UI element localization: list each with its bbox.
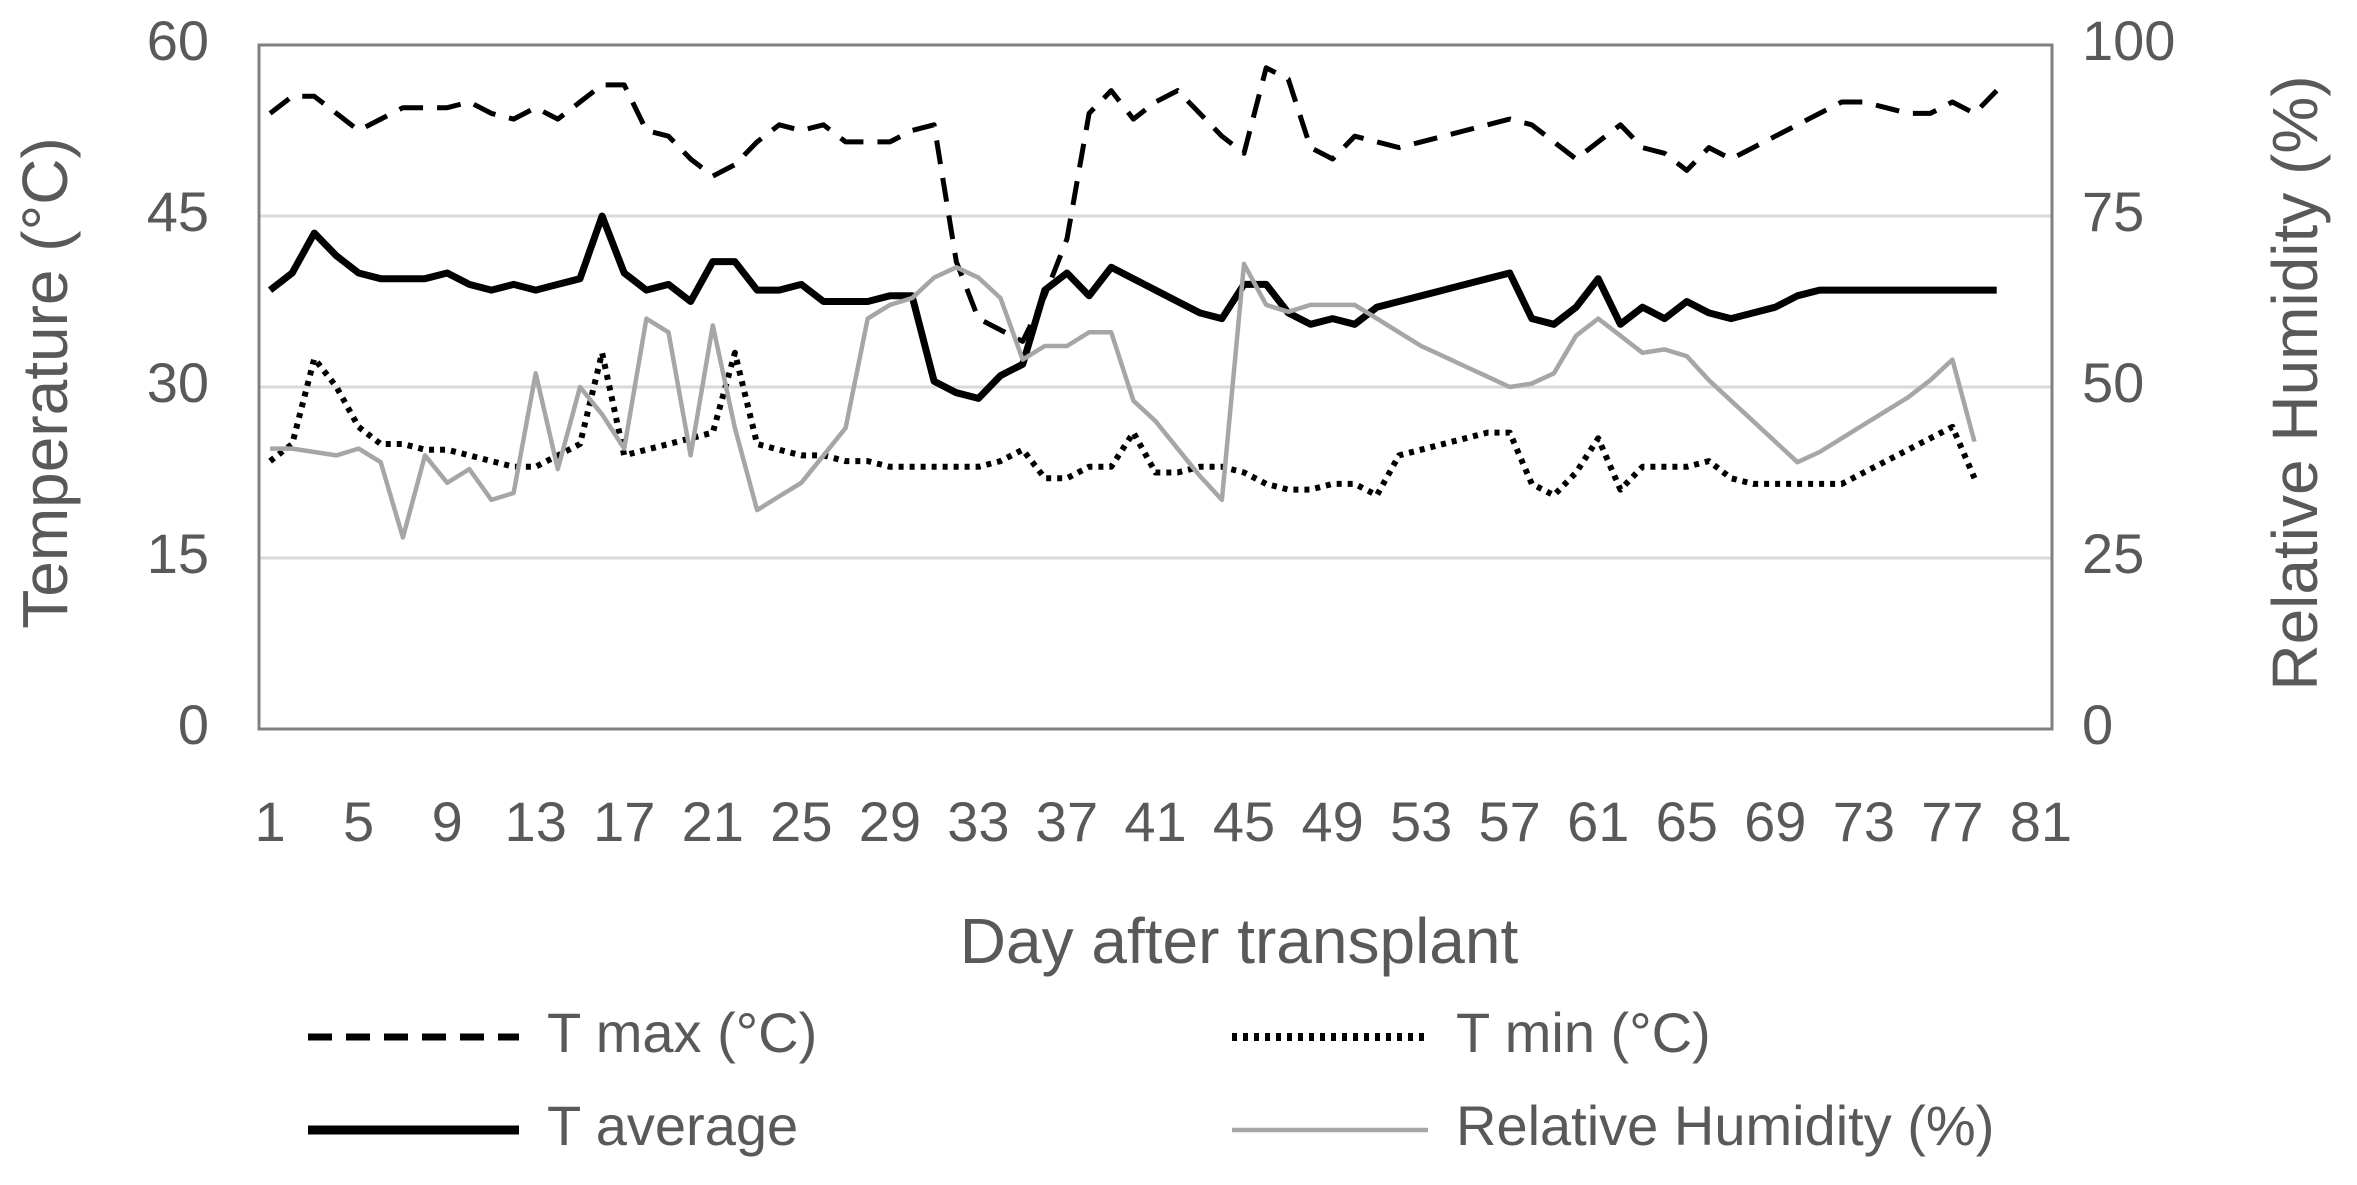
y2-tick-label: 50 [2082, 351, 2144, 414]
y-tick-label: 60 [147, 9, 209, 72]
y2-axis-title: Relative Humidity (%) [2259, 75, 2331, 690]
x-tick-label: 49 [1301, 790, 1363, 853]
plot-border [257, 43, 2054, 731]
y2-tick-label: 0 [2082, 693, 2113, 756]
y-tick-label: 0 [178, 693, 209, 756]
x-tick-label: 69 [1744, 790, 1806, 853]
x-tick-label: 25 [770, 790, 832, 853]
x-tick-label: 65 [1656, 790, 1718, 853]
legend-label: Relative Humidity (%) [1456, 1094, 1994, 1157]
x-tick-label: 1 [254, 790, 285, 853]
y-axis-title: Temperature (°C) [9, 137, 81, 629]
y2-tick-label: 100 [2082, 9, 2175, 72]
x-tick-label: 61 [1567, 790, 1629, 853]
x-tick-label: 5 [343, 790, 374, 853]
x-tick-label: 81 [2010, 790, 2072, 853]
legend-label: T min (°C) [1456, 1001, 1711, 1064]
x-tick-label: 77 [1921, 790, 1983, 853]
x-tick-label: 29 [859, 790, 921, 853]
y2-tick-label: 25 [2082, 522, 2144, 585]
x-tick-label: 21 [682, 790, 744, 853]
x-tick-label: 53 [1390, 790, 1452, 853]
x-tick-label: 17 [593, 790, 655, 853]
x-tick-label: 13 [505, 790, 567, 853]
x-tick-label: 57 [1479, 790, 1541, 853]
series-line [268, 349, 1978, 499]
series-line [268, 65, 1999, 344]
x-tick-label: 45 [1213, 790, 1275, 853]
y-tick-label: 15 [147, 522, 209, 585]
legend-label: T max (°C) [547, 1001, 817, 1064]
x-tick-label: 73 [1833, 790, 1895, 853]
x-axis-title: Day after transplant [960, 905, 1519, 977]
x-tick-label: 41 [1124, 790, 1186, 853]
y-tick-label: 30 [147, 351, 209, 414]
x-tick-label: 33 [947, 790, 1009, 853]
series-line [270, 261, 1977, 540]
legend-label: T average [547, 1094, 798, 1157]
y2-tick-label: 75 [2082, 180, 2144, 243]
y-tick-label: 45 [147, 180, 209, 243]
x-tick-label: 9 [432, 790, 463, 853]
x-tick-label: 37 [1036, 790, 1098, 853]
series-line [267, 212, 1997, 402]
